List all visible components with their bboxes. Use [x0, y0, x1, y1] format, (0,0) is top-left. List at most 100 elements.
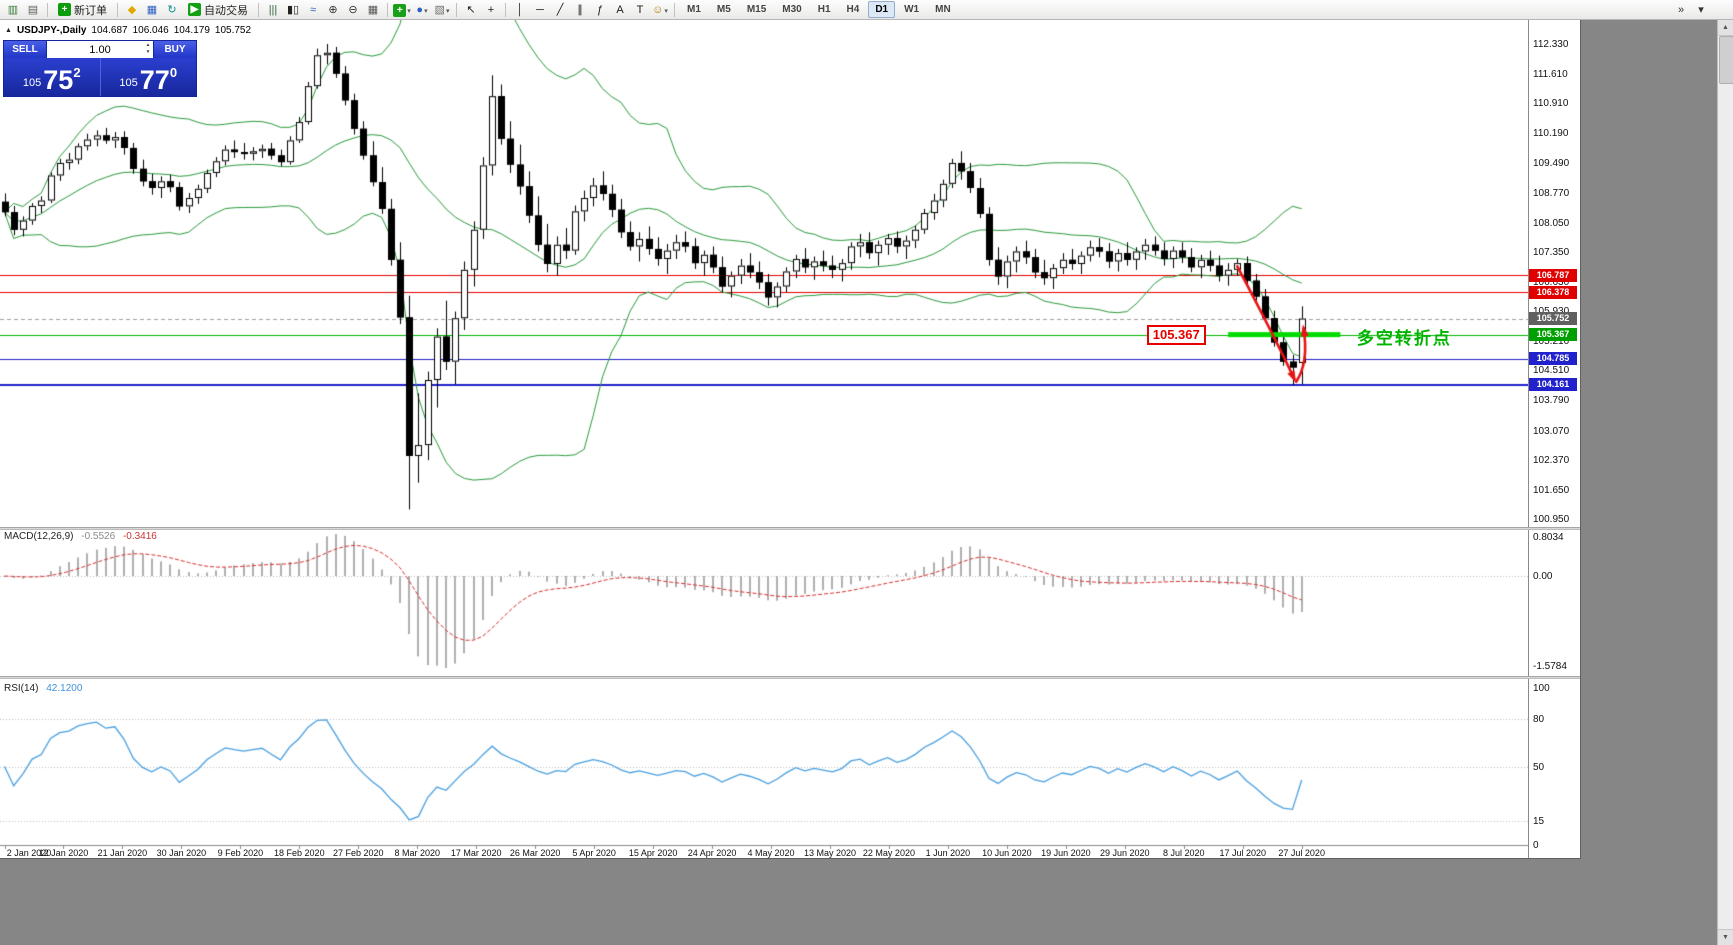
one-click-trading-panel: SELL 1.00 ▲ ▼ BUY 105 75 2 105 77 0	[4, 41, 196, 96]
date-label: 19 Jun 2020	[1041, 848, 1091, 858]
date-label: 8 Jul 2020	[1162, 848, 1205, 858]
candlestick-mode-icon[interactable]: ▮▯	[286, 3, 300, 16]
timeframe-d1-button[interactable]: D1	[868, 1, 896, 18]
toolbar-overflow-icon[interactable]: »	[1677, 4, 1685, 16]
timeframe-m5-button[interactable]: M5	[716, 4, 731, 15]
date-label: 17 Jul 2020	[1219, 848, 1266, 858]
metaeditor-icon[interactable]: ◆	[127, 3, 137, 16]
autotrading-button[interactable]: ▶ 自动交易	[183, 2, 253, 18]
one-click-toggle-icon[interactable]: ▲	[5, 27, 12, 34]
trendline-icon[interactable]: ╱	[556, 3, 564, 16]
price-tick-label: 109.490	[1533, 157, 1570, 169]
line-chart-mode-icon[interactable]: ≈	[309, 3, 317, 16]
scroll-up-button[interactable]: ▲	[1718, 20, 1733, 36]
price-level-callout[interactable]: 105.367	[1146, 324, 1206, 345]
date-label: 9 Feb 2020	[217, 848, 264, 858]
timeframe-h4-button[interactable]: H4	[846, 4, 860, 15]
ohlc-close: 105.752	[214, 25, 252, 36]
main-toolbar: ▥▤+新订单◆▦↻▶自动交易|||▮▯≈⊕⊖▦+●▧↖+│─╱∥ƒAT☺M1M5…	[0, 0, 1733, 20]
zoom-in-icon[interactable]: ⊕	[328, 3, 338, 16]
rsi-scale-label: 0	[1533, 840, 1539, 851]
buy-button[interactable]: BUY	[154, 41, 196, 58]
price-tick-label: 110.910	[1533, 98, 1569, 110]
scrollbar-thumb[interactable]	[1719, 36, 1733, 84]
toolbar-separator	[505, 2, 506, 17]
vertical-line-icon[interactable]: │	[516, 3, 524, 16]
new-order-button-icon: +	[58, 3, 71, 16]
rsi-scale-label: 100	[1533, 683, 1550, 694]
fibonacci-icon[interactable]: ƒ	[596, 3, 604, 16]
date-label: 30 Jan 2020	[156, 848, 207, 858]
timeframe-m30-button[interactable]: M30	[782, 4, 802, 15]
cursor-icon[interactable]: ↖	[466, 3, 476, 16]
ohlc-high: 106.046	[132, 25, 169, 36]
date-label: 2 Jan 2020	[6, 848, 52, 858]
price-tag: 106.378	[1529, 285, 1577, 299]
panel-splitter-rsi[interactable]	[0, 676, 1580, 679]
sell-button[interactable]: SELL	[4, 41, 46, 58]
refresh-icon[interactable]: ↻	[167, 3, 177, 16]
volume-up-icon[interactable]: ▲	[145, 42, 151, 48]
price-tick-label: 111.610	[1533, 69, 1568, 81]
volume-down-icon[interactable]: ▼	[145, 49, 151, 55]
date-label: 17 Mar 2020	[450, 848, 502, 858]
timeframe-w1-button[interactable]: W1	[904, 4, 920, 15]
new-chart-icon[interactable]: ▥	[7, 3, 19, 16]
timeframe-m15-button[interactable]: M15	[746, 4, 767, 15]
price-tag: 105.752	[1529, 312, 1577, 326]
volume-field[interactable]: 1.00 ▲ ▼	[46, 41, 154, 58]
new-order-button[interactable]: + 新订单	[53, 2, 112, 18]
price-tag: 104.785	[1529, 352, 1577, 366]
text-icon[interactable]: A	[616, 3, 624, 16]
macd-main-value: -0.5526	[81, 531, 116, 542]
rsi-value: 42.1200	[46, 683, 83, 694]
macd-scale-label: -1.5784	[1533, 661, 1567, 672]
vertical-scrollbar[interactable]: ▲ ▼	[1717, 20, 1733, 945]
tile-windows-icon[interactable]: ▦	[367, 3, 379, 16]
price-tick-label: 105.930	[1533, 306, 1569, 317]
equidistant-channel-icon[interactable]: ∥	[577, 3, 583, 16]
price-axis	[1528, 20, 1580, 858]
chart-canvas[interactable]	[0, 20, 1528, 858]
price-tick-label: 107.350	[1533, 246, 1570, 258]
volume-value: 1.00	[89, 43, 111, 56]
chart-window-usdjpy: ▲ USDJPY-,Daily 104.687 106.046 104.179 …	[0, 20, 1581, 859]
price-tag: 106.787	[1529, 268, 1577, 282]
periods-menu-icon[interactable]: ●	[413, 2, 431, 18]
ask-price[interactable]: 105 77 0	[101, 58, 197, 96]
indicators-menu-icon[interactable]: +	[393, 2, 411, 18]
date-label: 24 Apr 2020	[687, 848, 737, 858]
templates-menu-icon[interactable]: ▧	[433, 2, 451, 18]
toolbar-separator	[47, 2, 48, 17]
panel-splitter-macd[interactable]	[0, 527, 1580, 530]
ask-pip-digit: 0	[169, 65, 178, 80]
timeframe-h1-button[interactable]: H1	[817, 4, 831, 15]
volume-spinner[interactable]: ▲ ▼	[145, 42, 151, 56]
timeframe-m1-button[interactable]: M1	[687, 4, 701, 15]
toolbar-options-icon[interactable]: ▾	[1698, 4, 1704, 16]
zoom-out-icon[interactable]: ⊖	[348, 3, 358, 16]
label-icon[interactable]: T	[636, 3, 644, 16]
bar-chart-mode-icon[interactable]: |||	[268, 3, 278, 16]
rsi-indicator-label: RSI(14) 42.1200	[4, 683, 82, 694]
date-label: 27 Feb 2020	[333, 848, 384, 858]
macd-scale-label: 0.00	[1533, 571, 1553, 582]
date-label: 5 Apr 2020	[572, 848, 616, 858]
crosshair-icon[interactable]: +	[487, 3, 495, 16]
price-tick-label: 102.370	[1533, 454, 1570, 466]
scroll-down-button[interactable]: ▼	[1718, 929, 1733, 945]
bid-price[interactable]: 105 75 2	[4, 58, 100, 96]
date-label: 8 Mar 2020	[394, 848, 440, 858]
market-watch-icon[interactable]: ▦	[146, 3, 158, 16]
timeframe-mn-button[interactable]: MN	[935, 4, 951, 15]
macd-scale-label: 0.8034	[1533, 532, 1564, 543]
price-tick-label: 108.770	[1533, 187, 1570, 199]
bid-prefix: 105	[22, 77, 42, 89]
chart-profiles-icon[interactable]: ▤	[27, 3, 39, 16]
horizontal-line-icon[interactable]: ─	[536, 3, 544, 16]
date-label: 1 Jun 2020	[925, 848, 971, 858]
rsi-scale-label: 50	[1533, 761, 1545, 773]
price-tag: 104.161	[1529, 378, 1577, 392]
arrow-objects-icon[interactable]: ☺	[651, 2, 669, 18]
